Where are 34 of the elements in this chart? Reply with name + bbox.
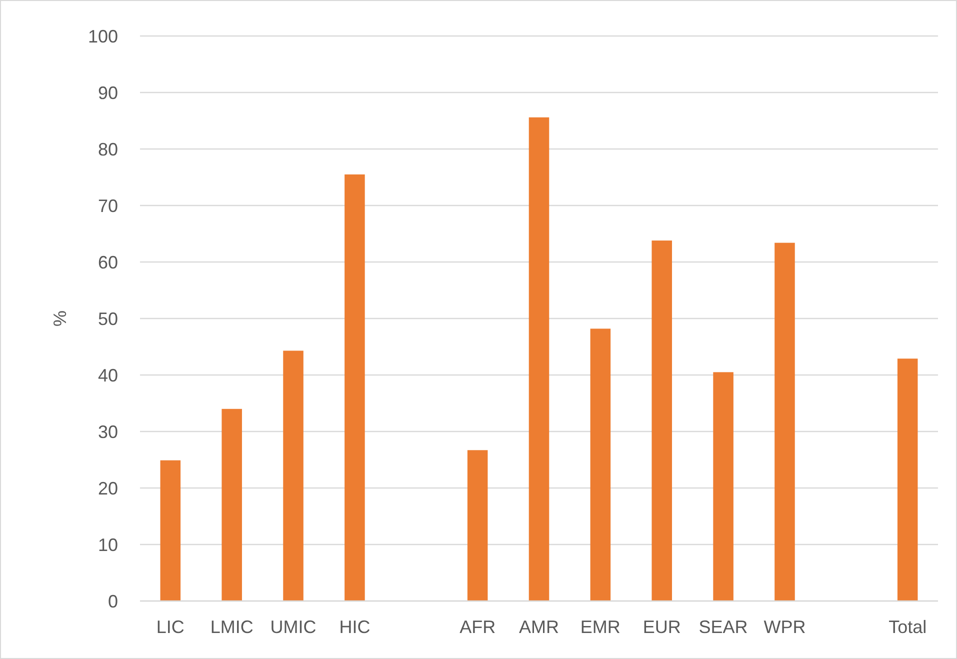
- y-tick-label: 20: [98, 478, 118, 498]
- x-tick-label: WPR: [764, 617, 806, 637]
- bar: [713, 372, 734, 601]
- bar: [652, 240, 672, 601]
- y-tick-label: 10: [98, 534, 118, 555]
- bar: [590, 328, 611, 601]
- bar: [160, 460, 181, 601]
- bar: [344, 174, 365, 601]
- y-tick-label: 70: [98, 196, 118, 216]
- y-tick-label: 80: [98, 139, 118, 160]
- bar: [283, 350, 304, 601]
- x-tick-label: EMR: [580, 617, 620, 637]
- y-tick-label: 30: [98, 422, 118, 442]
- x-tick-label: LIC: [156, 617, 184, 637]
- y-tick-label: 40: [98, 365, 118, 386]
- y-tick-label: 90: [98, 82, 118, 103]
- bar: [774, 242, 795, 601]
- bar: [222, 408, 242, 601]
- y-axis-title: %: [50, 310, 70, 327]
- x-tick-label: EUR: [642, 617, 681, 637]
- y-tick-label: 60: [98, 252, 118, 272]
- x-tick-label: LMIC: [210, 617, 254, 637]
- bar: [897, 358, 918, 601]
- x-tick-label: AMR: [519, 617, 559, 637]
- y-tick-label: 50: [98, 308, 118, 329]
- x-tick-label: SEAR: [698, 617, 748, 637]
- x-tick-label: HIC: [339, 617, 370, 637]
- x-tick-label: Total: [888, 617, 927, 637]
- y-tick-label: 100: [88, 26, 118, 46]
- y-tick-label: 0: [108, 591, 118, 612]
- x-tick-label: UMIC: [270, 617, 316, 637]
- x-tick-label: AFR: [460, 617, 496, 637]
- bar: [528, 117, 550, 601]
- bar: [467, 450, 488, 601]
